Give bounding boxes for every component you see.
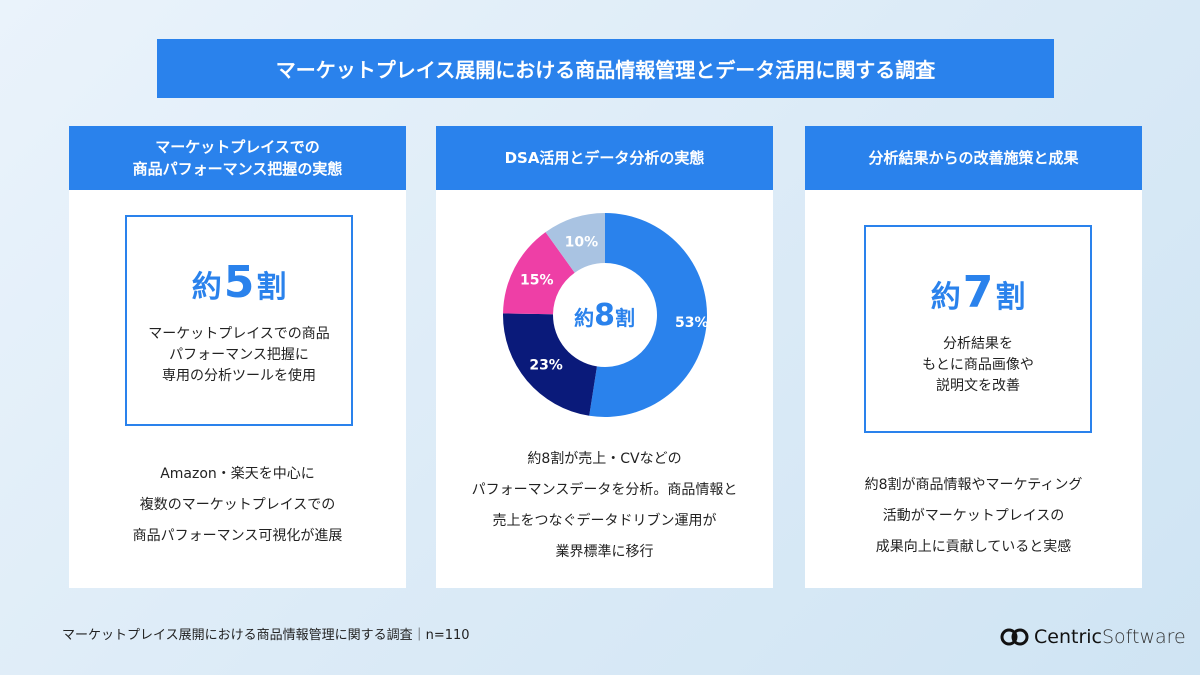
stat-text: マーケットプレイスでの商品 パフォーマンス把握に 専用の分析ツールを使用 <box>148 326 330 384</box>
header-line: DSA活用とデータ分析の実態 <box>504 149 705 167</box>
slice-label: 15% <box>520 272 554 288</box>
slice-label: 23% <box>529 358 563 374</box>
header-line: 商品パフォーマンス把握の実態 <box>132 160 343 178</box>
donut-center-label: 約8割 <box>574 298 635 333</box>
panel-description: Amazon・楽天を中心に 複数のマーケットプレイスでの 商品パフォーマンス可視化が… <box>132 466 343 544</box>
panel-header: 分析結果からの改善施策と成果 <box>805 126 1142 190</box>
panel-dsa: DSA活用とデータ分析の実態 53% 23% 15% 10% 約8割 約8割が売上・C… <box>436 126 773 588</box>
slice-label: 10% <box>565 235 599 251</box>
logo-icon <box>1000 628 1029 646</box>
page-title: マーケットプレイス展開における商品情報管理とデータ活用に関する調査 <box>157 39 1054 98</box>
panel-header: マーケットプレイスでの 商品パフォーマンス把握の実態 <box>69 126 406 190</box>
donut-slice <box>545 213 605 273</box>
header-line: マーケットプレイスでの <box>155 138 320 156</box>
stat-text: 分析結果を もとに商品画像や 説明文を改善 <box>922 336 1034 394</box>
header-line: 分析結果からの改善施策と成果 <box>868 149 1079 167</box>
footer-source: マーケットプレイス展開における商品情報管理に関する調査｜n=110 <box>62 628 470 643</box>
donut-slice <box>589 213 707 417</box>
donut-slice <box>503 313 597 416</box>
donut-chart: 53% 23% 15% 10% <box>503 213 709 417</box>
slice-label: 53% <box>675 315 709 331</box>
donut-slice <box>503 232 575 315</box>
panel-header: DSA活用とデータ分析の実態 <box>436 126 773 190</box>
centric-software-logo: Centric Software <box>1000 626 1186 648</box>
panel-description: 約8割が商品情報やマーケティング 活動がマーケットプレイスの 成果向上に貢献している… <box>864 477 1083 555</box>
panel-description: 約8割が売上・CVなどの パフォーマンスデータを分析。商品情報と 売上をつなぐデータ… <box>471 451 738 560</box>
